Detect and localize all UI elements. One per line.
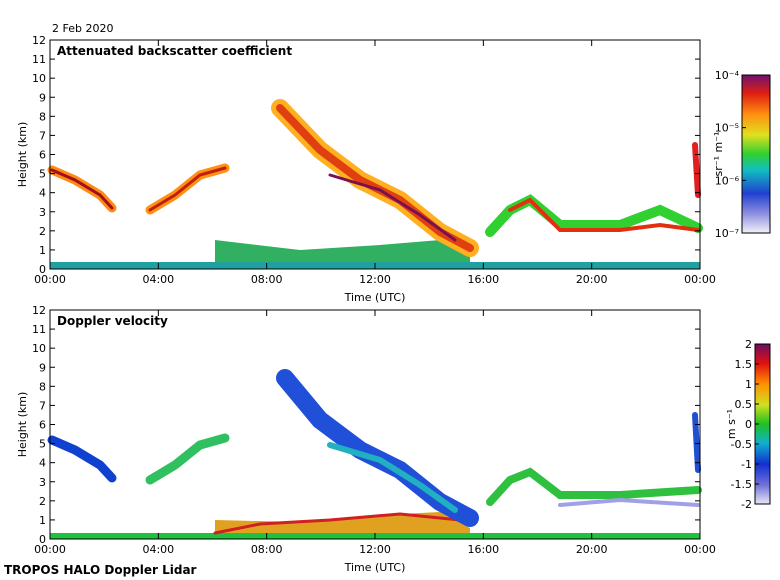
plume — [271, 99, 479, 257]
x-tick-label: 00:00 — [34, 273, 66, 286]
colorbar-tick-label: -2 — [741, 498, 752, 511]
colorbar-tick-label: 1.5 — [735, 358, 753, 371]
x-tick-label: 16:00 — [467, 273, 499, 286]
y-tick-label: 9 — [39, 361, 46, 374]
colorbar-tick-label: 10⁻⁷ — [715, 227, 739, 240]
plume — [47, 435, 117, 483]
backscatter-field — [47, 99, 703, 269]
panel-title: Doppler velocity — [57, 314, 168, 328]
y-tick-label: 10 — [32, 72, 46, 85]
x-tick-label: 20:00 — [576, 273, 608, 286]
layer — [558, 497, 700, 507]
y-tick-label: 12 — [32, 304, 46, 317]
colorbar-tick-label: 0 — [745, 418, 752, 431]
x-tick-label: 12:00 — [359, 273, 391, 286]
y-tick-label: 7 — [39, 399, 46, 412]
footer: TROPOS HALO Doppler Lidar — [4, 563, 197, 577]
layer — [486, 467, 702, 506]
y-tick-label: 10 — [32, 342, 46, 355]
date-label: 2 Feb 2020 — [52, 22, 113, 35]
colorbar-tick-label: -1 — [741, 458, 752, 471]
x-axis-label: Time (UTC) — [344, 561, 406, 574]
panel-title: Attenuated backscatter coefficient — [57, 44, 292, 58]
colorbar-tick-label: 2 — [745, 338, 752, 351]
colorbar-tick-label: -0.5 — [731, 438, 752, 451]
y-tick-label: 8 — [39, 380, 46, 393]
x-tick-label: 00:00 — [684, 543, 716, 556]
y-tick-label: 3 — [39, 206, 46, 219]
y-tick-label: 0 — [39, 533, 46, 546]
boundary-layer — [215, 512, 470, 533]
plume-core — [328, 173, 457, 242]
plume-core — [327, 442, 458, 513]
y-tick-label: 4 — [39, 457, 46, 470]
colorbar — [741, 74, 771, 234]
x-tick-label: 16:00 — [467, 543, 499, 556]
y-tick-label: 4 — [39, 187, 46, 200]
plot-frame — [49, 309, 701, 540]
y-tick-label: 7 — [39, 129, 46, 142]
y-tick-label: 6 — [39, 149, 46, 162]
boundary-layer — [215, 240, 470, 262]
y-axis-label: Height (km) — [16, 392, 29, 458]
y-tick-label: 0 — [39, 263, 46, 276]
y-tick-label: 6 — [39, 419, 46, 432]
x-axis-label: Time (UTC) — [344, 291, 406, 304]
y-tick-label: 3 — [39, 476, 46, 489]
colorbar-tick-label: 10⁻⁶ — [715, 174, 740, 187]
x-tick-label: 00:00 — [684, 273, 716, 286]
plume-core — [148, 166, 227, 212]
velocity-field — [47, 369, 702, 539]
colorbar-label: sr⁻¹ m⁻¹ — [712, 132, 725, 177]
y-axis-label: Height (km) — [16, 122, 29, 188]
y-tick-label: 12 — [32, 34, 46, 47]
colorbar-tick-label: 1 — [745, 378, 752, 391]
y-tick-label: 2 — [39, 225, 46, 238]
x-tick-label: 00:00 — [34, 543, 66, 556]
y-tick-label: 11 — [32, 323, 46, 336]
colorbar-label: m s⁻¹ — [725, 409, 738, 439]
colorbar-tick-label: 0.5 — [735, 398, 753, 411]
x-tick-label: 20:00 — [576, 543, 608, 556]
x-tick-label: 12:00 — [359, 543, 391, 556]
plume — [692, 142, 701, 198]
colorbar-tick-label: 10⁻⁵ — [715, 122, 739, 135]
y-tick-label: 1 — [39, 514, 46, 527]
layer-core — [508, 197, 700, 232]
x-tick-label: 08:00 — [251, 543, 283, 556]
plume — [145, 433, 230, 485]
colorbar-tick-label: -1.5 — [731, 478, 752, 491]
x-tick-label: 08:00 — [251, 273, 283, 286]
colorbar-tick-label: 10⁻⁴ — [715, 69, 740, 82]
x-tick-label: 04:00 — [142, 273, 174, 286]
plume — [47, 165, 117, 213]
y-tick-label: 2 — [39, 495, 46, 508]
plot-frame — [49, 39, 701, 270]
y-tick-label: 9 — [39, 91, 46, 104]
y-tick-label: 5 — [39, 438, 46, 451]
y-tick-label: 8 — [39, 110, 46, 123]
plume — [692, 412, 701, 473]
plume-core — [50, 168, 114, 210]
y-tick-label: 1 — [39, 244, 46, 257]
boundary-layer-core — [213, 512, 462, 535]
plume — [276, 369, 479, 527]
y-tick-label: 11 — [32, 53, 46, 66]
y-tick-label: 5 — [39, 168, 46, 181]
x-tick-label: 04:00 — [142, 543, 174, 556]
